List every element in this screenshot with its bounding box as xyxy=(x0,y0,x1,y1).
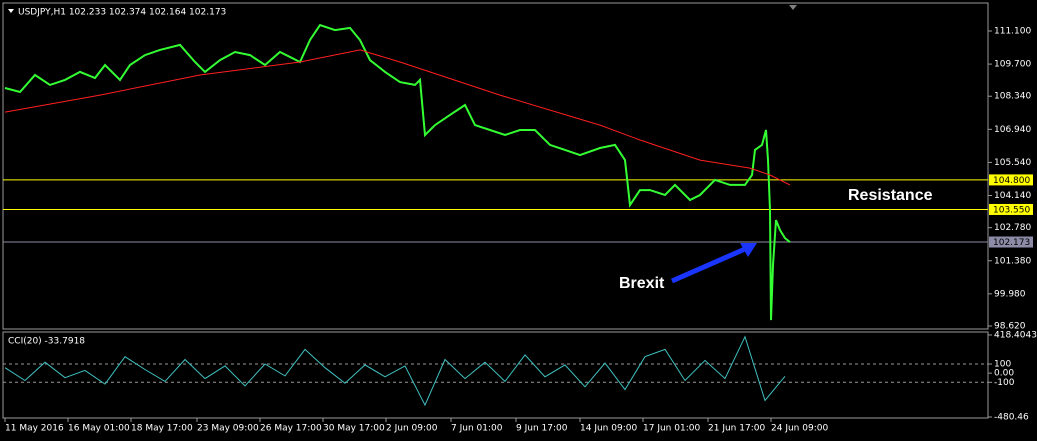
y-tick-label: 104.140 xyxy=(994,191,1031,201)
y-tick-label: -100 xyxy=(994,378,1015,388)
y-tick-label: 109.700 xyxy=(994,60,1031,70)
series-line xyxy=(4,23,791,321)
brexit-arrow xyxy=(670,246,747,284)
y-tick-label: 105.540 xyxy=(994,158,1031,168)
y-tick-label: -480.46 xyxy=(994,413,1029,423)
x-tick-label: 24 Jun 09:00 xyxy=(771,424,828,434)
x-tick-label: 26 May 17:00 xyxy=(260,424,322,434)
x-tick-label: 16 May 01:00 xyxy=(68,424,130,434)
x-tick-label: 9 Jun 17:00 xyxy=(516,424,568,434)
price-label-box xyxy=(989,236,1033,248)
x-tick-label: 14 Jun 09:00 xyxy=(580,424,637,434)
x-tick-label: 18 May 17:00 xyxy=(131,424,193,434)
cci-title: CCI(20) -33.7918 xyxy=(8,337,85,347)
price-label: 103.550 xyxy=(993,205,1030,215)
annotation: Resistance xyxy=(848,187,933,204)
brexit-arrowhead xyxy=(740,243,757,257)
chart-title: USDJPY,H1 102.233 102.374 102.164 102.17… xyxy=(18,8,226,18)
x-tick-label: 17 Jun 01:00 xyxy=(643,424,700,434)
y-tick-label: 111.100 xyxy=(994,27,1031,37)
series-line xyxy=(4,49,791,186)
y-tick-label: 418.4043 xyxy=(994,330,1037,340)
y-tick-label: 0.00 xyxy=(994,369,1014,379)
annotation: Brexit xyxy=(619,275,665,292)
shift-marker xyxy=(789,5,797,10)
y-tick-label: 102.780 xyxy=(994,223,1031,233)
y-tick-label: 108.340 xyxy=(994,92,1031,102)
price-label: 104.800 xyxy=(993,176,1030,186)
x-tick-label: 7 Jun 01:00 xyxy=(451,424,503,434)
price-label-box xyxy=(989,174,1033,186)
y-tick-label: 101.380 xyxy=(994,256,1031,266)
x-tick-label: 30 May 17:00 xyxy=(323,424,385,434)
x-tick-label: 11 May 2016 xyxy=(5,424,64,434)
cci-frame xyxy=(2,331,989,419)
x-tick-label: 2 Jun 09:00 xyxy=(386,424,438,434)
y-tick-label: 98.620 xyxy=(994,321,1026,331)
series-line xyxy=(4,335,786,407)
main-frame xyxy=(2,2,989,330)
x-tick-label: 21 Jun 17:00 xyxy=(708,424,765,434)
y-tick-label: 99.980 xyxy=(994,289,1026,299)
price-label-box xyxy=(989,203,1033,215)
y-tick-label: 106.940 xyxy=(994,125,1031,135)
x-tick-label: 23 May 09:00 xyxy=(197,424,259,434)
menu-icon xyxy=(8,9,14,13)
price-label: 102.173 xyxy=(993,238,1030,248)
y-tick-label: 100 xyxy=(994,360,1011,370)
